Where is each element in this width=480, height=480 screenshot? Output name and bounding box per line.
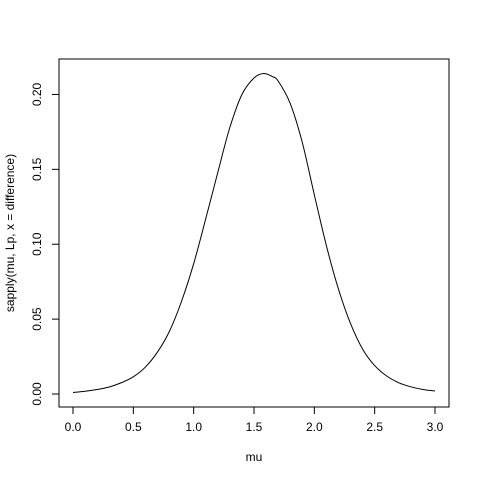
x-tick-label: 0.0: [65, 420, 82, 434]
y-tick-label: 0.00: [30, 382, 44, 406]
x-tick-label: 2.0: [306, 420, 323, 434]
x-axis-label: mu: [246, 450, 263, 464]
y-tick-label: 0.15: [30, 157, 44, 181]
x-tick-label: 2.5: [366, 420, 383, 434]
y-tick-label: 0.20: [30, 82, 44, 106]
plot-frame: [58, 58, 450, 408]
x-tick-label: 1.0: [185, 420, 202, 434]
y-axis-label: sapply(mu, Lp, x = difference): [3, 154, 17, 312]
x-tick-label: 0.5: [125, 420, 142, 434]
x-tick-label: 1.5: [246, 420, 263, 434]
x-axis: 0.0 0.5 1.0 1.5 2.0 2.5 3.0: [65, 406, 444, 434]
x-tick-label: 3.0: [427, 420, 444, 434]
y-tick-label: 0.05: [30, 307, 44, 331]
series-line: [72, 72, 436, 393]
y-tick-label: 0.10: [30, 232, 44, 256]
y-axis: 0.00 0.05 0.10 0.15 0.20: [30, 82, 60, 406]
